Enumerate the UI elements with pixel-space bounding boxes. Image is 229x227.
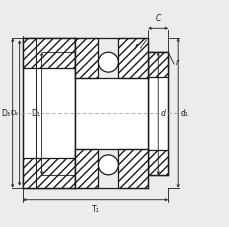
Text: C: C — [155, 14, 160, 23]
Bar — [23, 38, 75, 68]
Bar — [23, 158, 75, 188]
Text: d: d — [160, 109, 164, 118]
Bar — [75, 149, 98, 188]
Bar — [75, 78, 148, 149]
Bar — [75, 38, 98, 78]
Bar — [148, 52, 167, 77]
Text: D₁: D₁ — [32, 109, 41, 118]
Bar — [148, 52, 167, 175]
Text: T₁: T₁ — [91, 205, 99, 214]
Text: r: r — [134, 42, 137, 51]
Circle shape — [98, 155, 118, 175]
Text: D₂: D₂ — [11, 110, 19, 116]
Text: d₁: d₁ — [179, 109, 187, 118]
Bar — [23, 38, 75, 188]
Bar — [148, 150, 167, 175]
Bar — [118, 38, 148, 78]
Text: r: r — [175, 58, 179, 67]
Text: D₃: D₃ — [2, 109, 11, 118]
Bar — [118, 149, 148, 188]
Circle shape — [98, 52, 118, 72]
